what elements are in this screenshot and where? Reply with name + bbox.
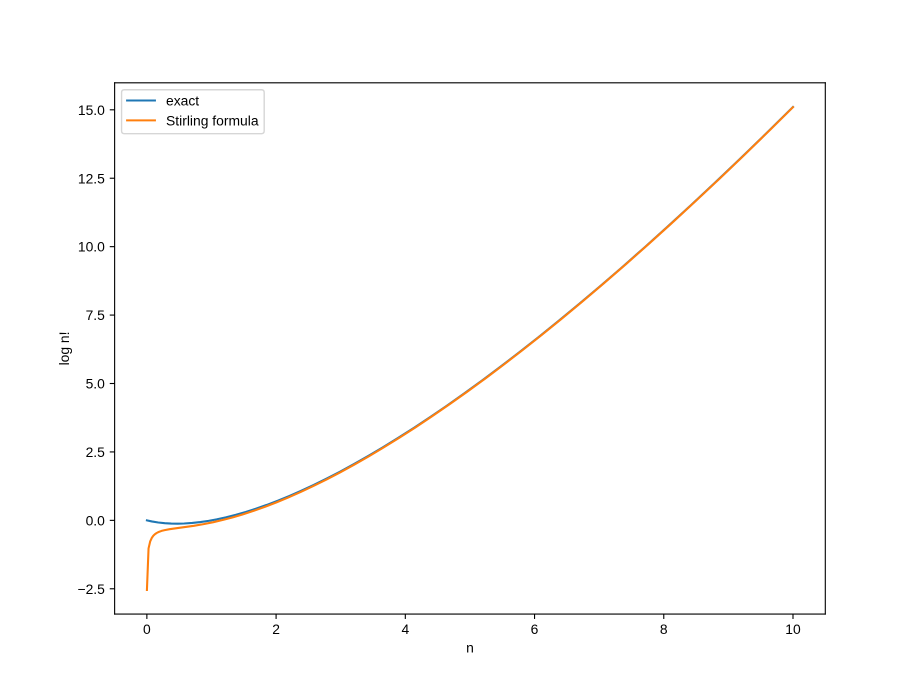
svg-text:10: 10 xyxy=(785,621,801,637)
svg-text:log n!: log n! xyxy=(56,331,72,365)
svg-text:0: 0 xyxy=(143,621,151,637)
svg-text:15.0: 15.0 xyxy=(78,102,105,118)
svg-text:2: 2 xyxy=(272,621,280,637)
svg-text:Stirling formula: Stirling formula xyxy=(166,112,259,128)
svg-text:12.5: 12.5 xyxy=(78,170,105,186)
svg-text:n: n xyxy=(466,639,474,655)
svg-text:4: 4 xyxy=(401,621,409,637)
svg-text:2.5: 2.5 xyxy=(86,444,106,460)
svg-text:7.5: 7.5 xyxy=(86,307,106,323)
svg-text:10.0: 10.0 xyxy=(78,239,105,255)
svg-text:5.0: 5.0 xyxy=(86,376,106,392)
svg-text:exact: exact xyxy=(166,92,199,108)
svg-text:0.0: 0.0 xyxy=(86,512,106,528)
svg-text:8: 8 xyxy=(660,621,668,637)
svg-text:6: 6 xyxy=(531,621,539,637)
svg-text:−2.5: −2.5 xyxy=(77,581,105,597)
